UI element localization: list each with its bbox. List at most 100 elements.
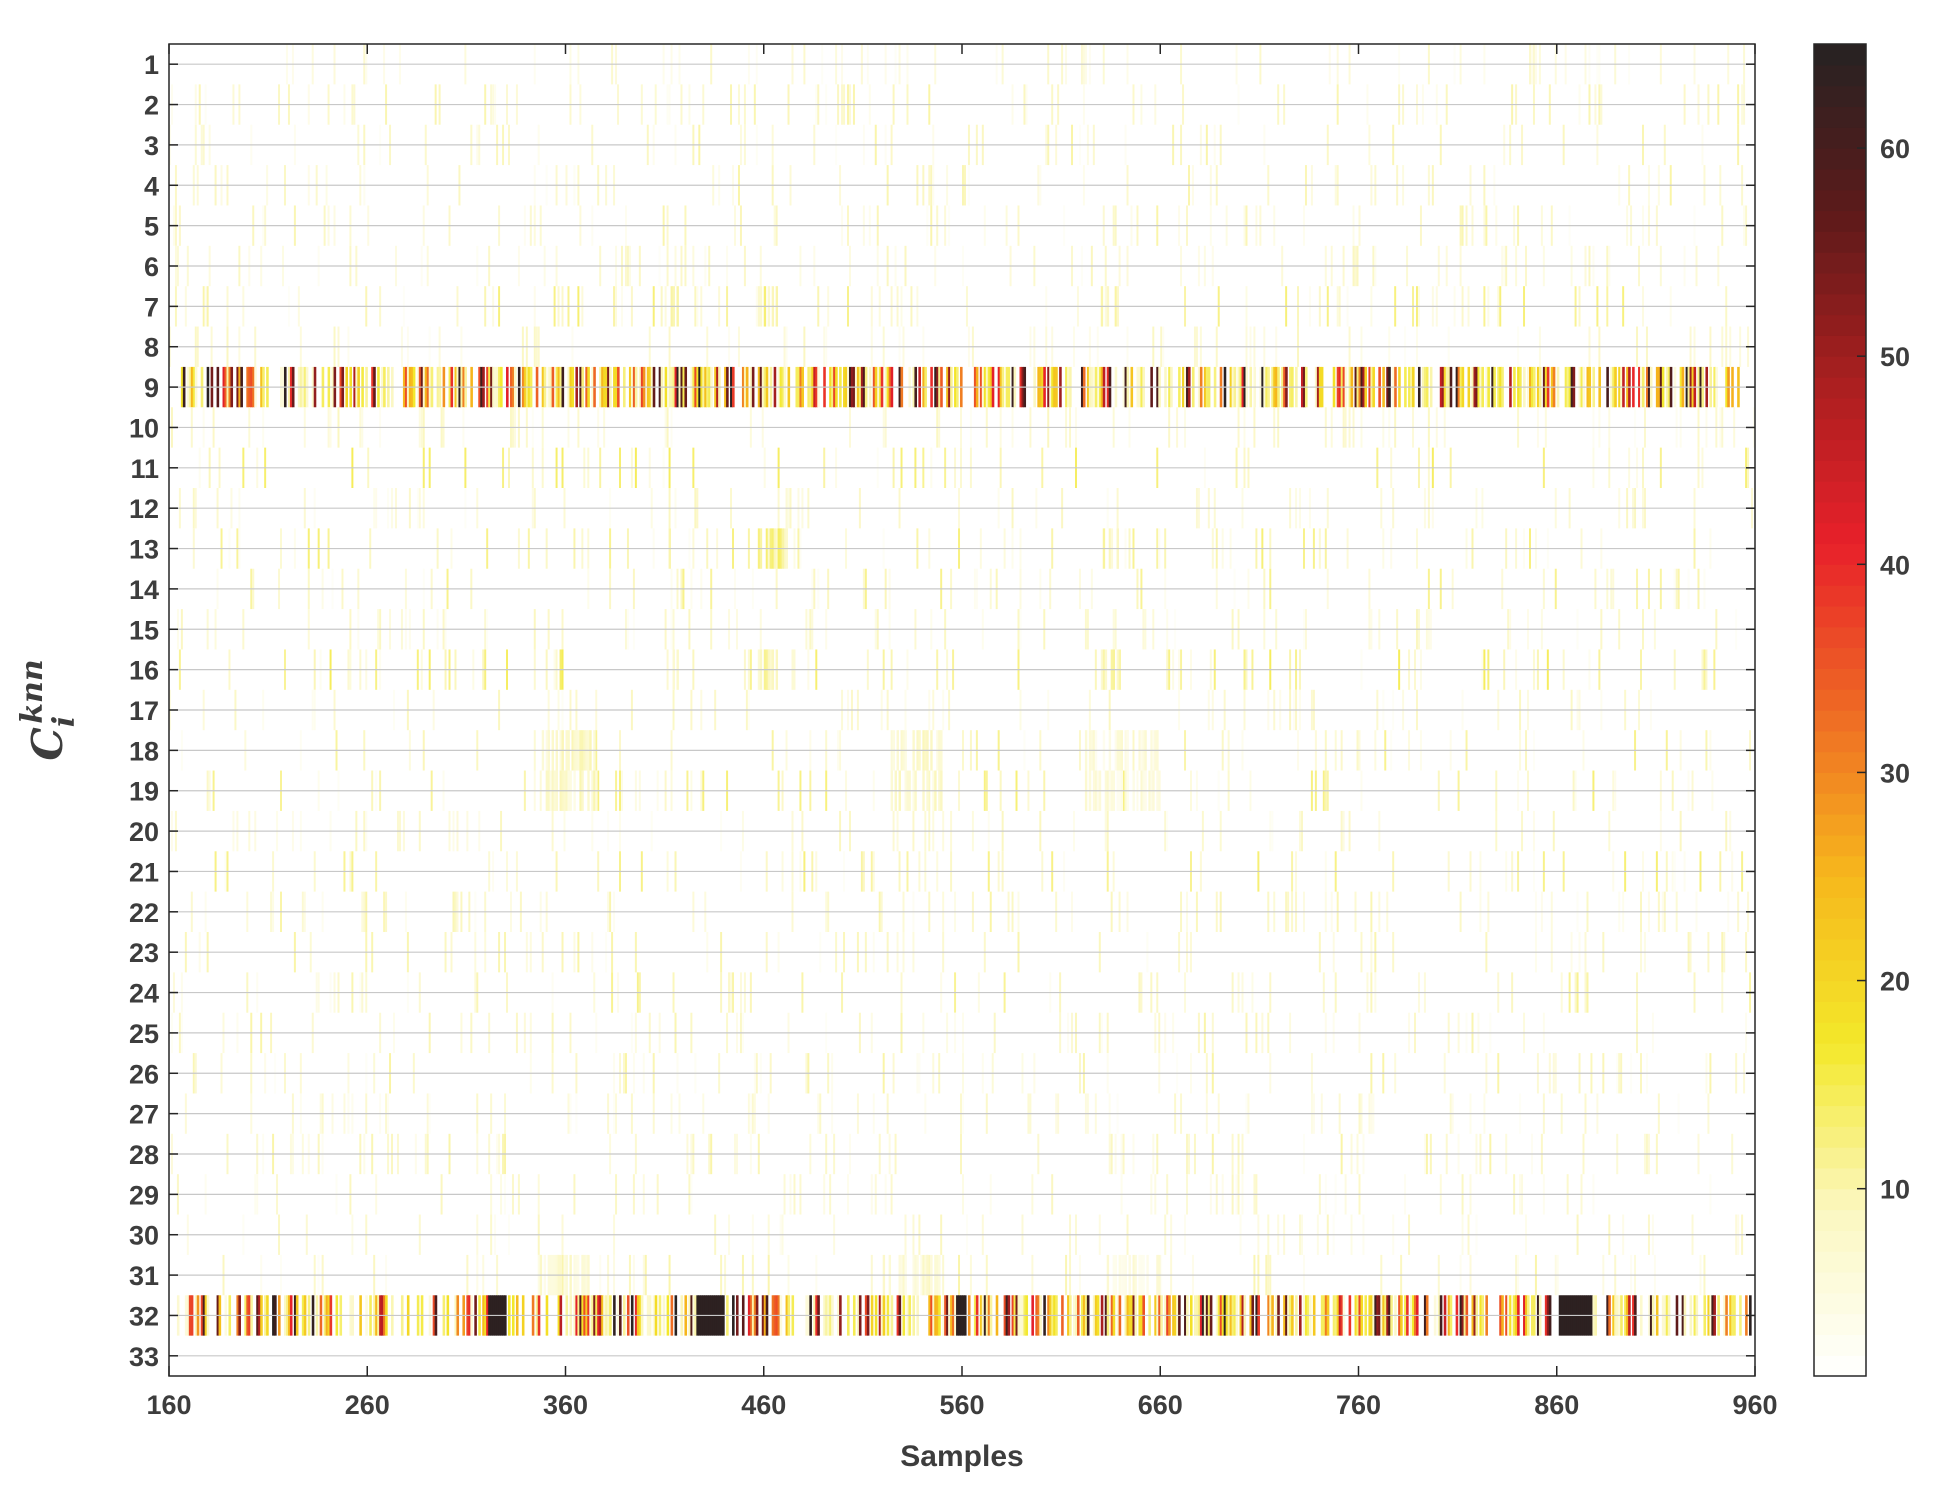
y-tick-label: 24 [129, 979, 159, 1009]
colorbar-band [1814, 1230, 1866, 1252]
colorbar-band [1814, 876, 1866, 898]
y-tick-label: 4 [144, 171, 159, 201]
y-tick-label: 33 [129, 1342, 159, 1372]
colorbar-band [1814, 481, 1866, 503]
colorbar-tick-label: 40 [1880, 550, 1910, 580]
x-tick-label: 260 [345, 1390, 390, 1420]
colorbar-band [1814, 1313, 1866, 1335]
y-tick-label: 23 [129, 938, 159, 968]
y-tick-label: 6 [144, 252, 159, 282]
colorbar-band [1814, 855, 1866, 878]
colorbar-band [1814, 397, 1866, 420]
colorbar-band [1814, 1209, 1866, 1231]
y-tick-label: 8 [144, 333, 159, 363]
colorbar-band [1814, 1043, 1866, 1065]
colorbar-band [1814, 293, 1866, 316]
x-tick-label: 360 [543, 1390, 588, 1420]
colorbar-band [1814, 585, 1866, 607]
colorbar-band [1814, 751, 1866, 774]
colorbar-band [1814, 127, 1866, 149]
colorbar-band [1814, 689, 1866, 711]
gridlines [169, 63, 1755, 1357]
colorbar-band [1814, 897, 1866, 919]
colorbar-band [1814, 252, 1866, 274]
colorbar-frame [1813, 43, 1867, 1377]
y-tick-label: 11 [130, 454, 159, 484]
y-axis-label-base: C [23, 727, 72, 761]
colorbar-band [1814, 335, 1866, 357]
y-tick-label: 16 [129, 656, 159, 686]
colorbar-band [1814, 377, 1866, 399]
colorbar-band [1814, 148, 1866, 170]
colorbar-band [1814, 1334, 1866, 1356]
x-axis-ticks: 160 260 360 460 560 660 760 860 960 [146, 44, 1778, 1420]
y-tick-label: 32 [129, 1301, 159, 1331]
colorbar-band [1814, 210, 1866, 232]
colorbar-band [1814, 231, 1866, 253]
colorbar-tick-label: 10 [1880, 1175, 1910, 1205]
y-axis-label-sub: i [47, 716, 82, 727]
colorbar-band [1814, 543, 1866, 565]
colorbar-band [1814, 1063, 1866, 1086]
y-axis-label-sup: knn [15, 659, 50, 723]
y-tick-label: 13 [129, 535, 159, 565]
y-tick-label: 28 [129, 1140, 159, 1170]
colorbar-band [1814, 1355, 1866, 1377]
x-tick-label: 860 [1534, 1390, 1579, 1420]
y-tick-label: 2 [144, 91, 159, 121]
colorbar-tick-label: 30 [1880, 758, 1910, 788]
colorbar-band [1814, 64, 1866, 87]
colorbar-band [1814, 938, 1866, 961]
colorbar-band [1814, 106, 1866, 128]
colorbar-tick-label: 60 [1880, 134, 1910, 164]
colorbar-tick-label: 20 [1880, 967, 1910, 997]
colorbar-band [1814, 522, 1866, 545]
y-tick-label: 12 [129, 494, 159, 524]
y-tick-label: 14 [129, 575, 159, 605]
colorbar-band [1814, 1167, 1866, 1190]
y-tick-label: 26 [129, 1059, 159, 1089]
y-tick-label: 27 [129, 1100, 159, 1130]
colorbar-band [1814, 168, 1866, 191]
colorbar: 10 20 30 40 50 60 [1813, 43, 1910, 1377]
colorbar-band [1814, 814, 1866, 836]
y-tick-label: 29 [129, 1180, 159, 1210]
colorbar-tick-label: 50 [1880, 342, 1910, 372]
colorbar-band [1814, 1292, 1866, 1315]
y-tick-label: 18 [129, 736, 159, 766]
colorbar-band [1814, 439, 1866, 461]
colorbar-band [1814, 356, 1866, 378]
y-axis-label: Ciknn [15, 659, 82, 760]
colorbar-band [1814, 834, 1866, 857]
colorbar-band [1814, 1251, 1866, 1273]
colorbar-band [1814, 918, 1866, 940]
colorbar-band [1814, 1188, 1866, 1211]
colorbar-band [1814, 85, 1866, 108]
colorbar-band [1814, 418, 1866, 441]
y-tick-label: 31 [129, 1261, 159, 1291]
y-tick-label: 17 [129, 696, 159, 726]
x-tick-label: 460 [741, 1390, 786, 1420]
colorbar-band [1814, 626, 1866, 649]
colorbar-band [1814, 668, 1866, 690]
y-axis-ticks: 1234567891011121314151617181920212223242… [129, 50, 1755, 1372]
colorbar-band [1814, 772, 1866, 794]
colorbar-band [1814, 710, 1866, 732]
colorbar-band [1814, 647, 1866, 669]
colorbar-band [1814, 564, 1866, 586]
y-tick-label: 7 [144, 292, 159, 322]
colorbar-band [1814, 605, 1866, 628]
y-tick-label: 19 [129, 777, 159, 807]
y-tick-label: 9 [144, 373, 159, 403]
x-tick-label: 660 [1138, 1390, 1183, 1420]
y-tick-label: 20 [129, 817, 159, 847]
colorbar-band [1814, 501, 1866, 524]
colorbar-band [1814, 1105, 1866, 1127]
x-axis-label: Samples [900, 1440, 1023, 1473]
y-tick-label: 1 [144, 50, 159, 80]
x-tick-label: 760 [1336, 1390, 1381, 1420]
y-tick-label: 22 [129, 898, 159, 928]
colorbar-band [1814, 1022, 1866, 1044]
y-tick-label: 30 [129, 1221, 159, 1251]
